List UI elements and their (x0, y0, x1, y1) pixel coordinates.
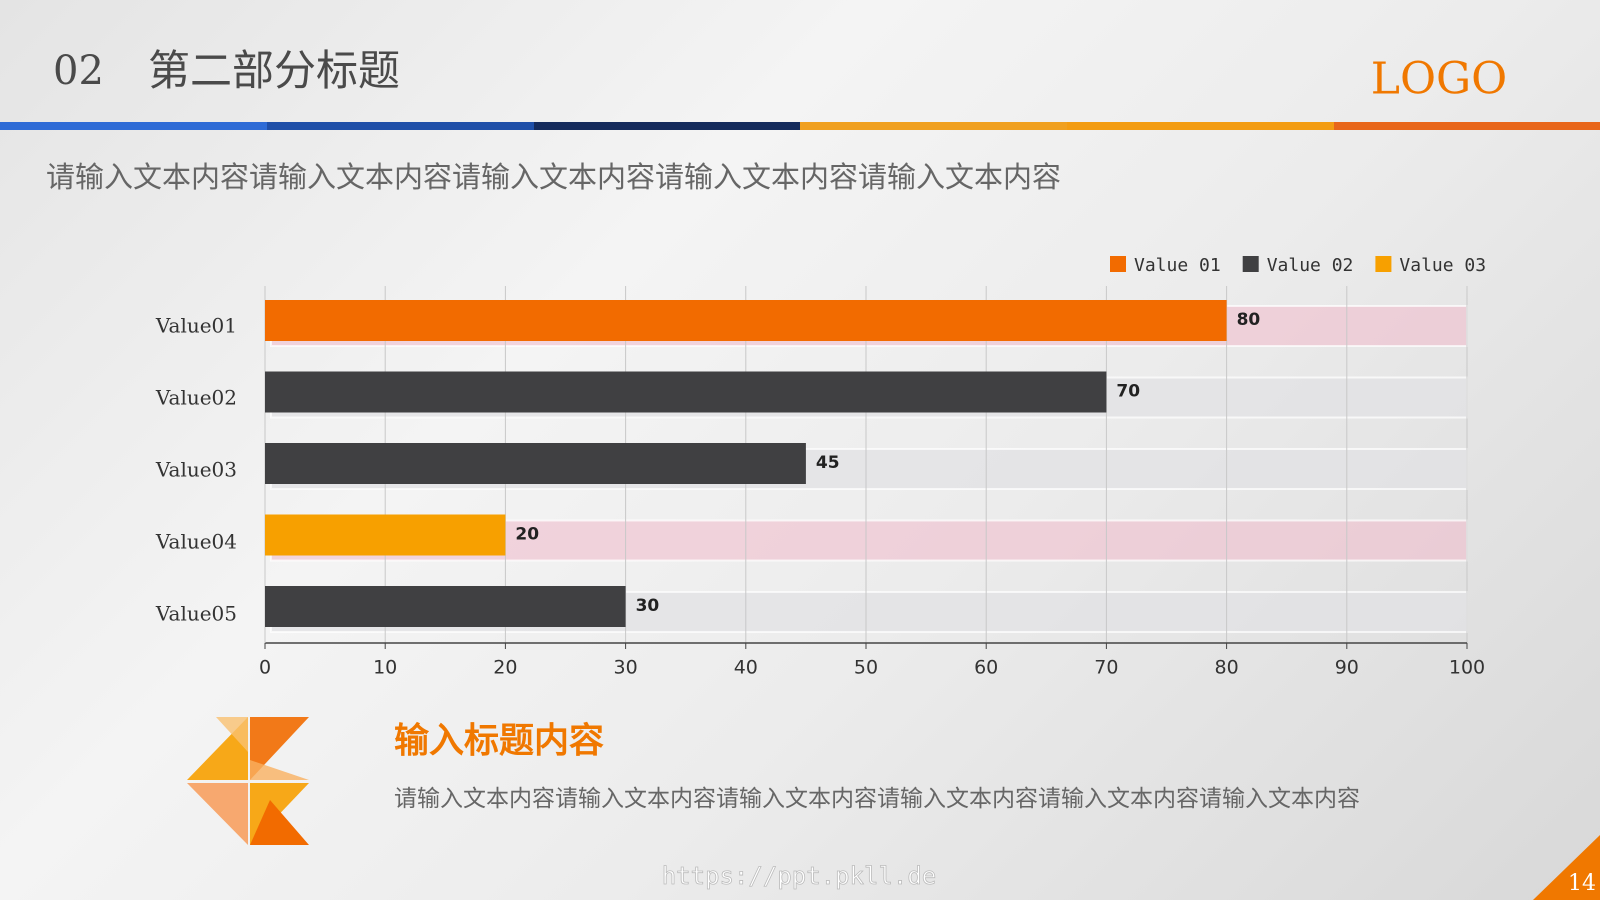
y-tick-label: Value04 (155, 530, 237, 554)
bar (265, 514, 506, 556)
stripe (267, 122, 534, 130)
data-label: 30 (636, 596, 660, 616)
data-label: 45 (816, 453, 840, 473)
y-tick-label: Value02 (155, 386, 237, 410)
x-tick-label: 30 (614, 657, 638, 679)
data-label: 70 (1116, 382, 1140, 402)
section-number: 02 (53, 48, 104, 94)
slide-title: 第二部分标题 (148, 46, 400, 95)
corner (1533, 835, 1600, 900)
x-tick-label: 70 (1094, 657, 1118, 679)
page-number: 14 (1568, 871, 1596, 896)
x-tick-label: 100 (1449, 657, 1485, 679)
bar (265, 443, 806, 484)
x-tick-label: 80 (1215, 657, 1239, 679)
stripe (0, 122, 267, 130)
stripe (1334, 122, 1600, 130)
section-title: 输入标题内容 (394, 721, 604, 762)
bar (265, 371, 1107, 413)
legend-label: Value 01 (1134, 255, 1221, 276)
logo: LOGO (1371, 54, 1508, 105)
x-tick-label: 90 (1335, 657, 1359, 679)
data-label: 80 (1237, 310, 1261, 330)
legend-label: Value 02 (1267, 255, 1354, 276)
bar (265, 586, 626, 627)
y-tick-label: Value03 (155, 458, 237, 482)
x-tick-label: 0 (259, 657, 271, 679)
x-tick-label: 50 (854, 657, 878, 679)
stripe (534, 122, 800, 130)
x-tick-label: 20 (493, 657, 517, 679)
x-tick-label: 10 (373, 657, 397, 679)
x-tick-label: 60 (974, 657, 998, 679)
y-tick-label: Value05 (155, 602, 237, 626)
stripe (1067, 122, 1334, 130)
icon (187, 717, 309, 845)
legend-swatch (1110, 256, 1126, 272)
footer-url: https://ppt.pkll.de (662, 862, 937, 890)
bar (265, 300, 1227, 341)
legend-label: Value 03 (1399, 255, 1486, 276)
legend-swatch (1242, 256, 1259, 272)
section-body: 请输入文本内容请输入文本内容请输入文本内容请输入文本内容请输入文本内容请输入文本… (394, 786, 1360, 812)
y-tick-label: Value01 (155, 314, 237, 338)
data-label: 20 (515, 525, 539, 545)
stripe (800, 122, 1067, 130)
legend-swatch (1375, 256, 1392, 272)
x-tick-label: 40 (734, 657, 758, 679)
subtitle: 请输入文本内容请输入文本内容请输入文本内容请输入文本内容请输入文本内容 (46, 160, 1061, 194)
